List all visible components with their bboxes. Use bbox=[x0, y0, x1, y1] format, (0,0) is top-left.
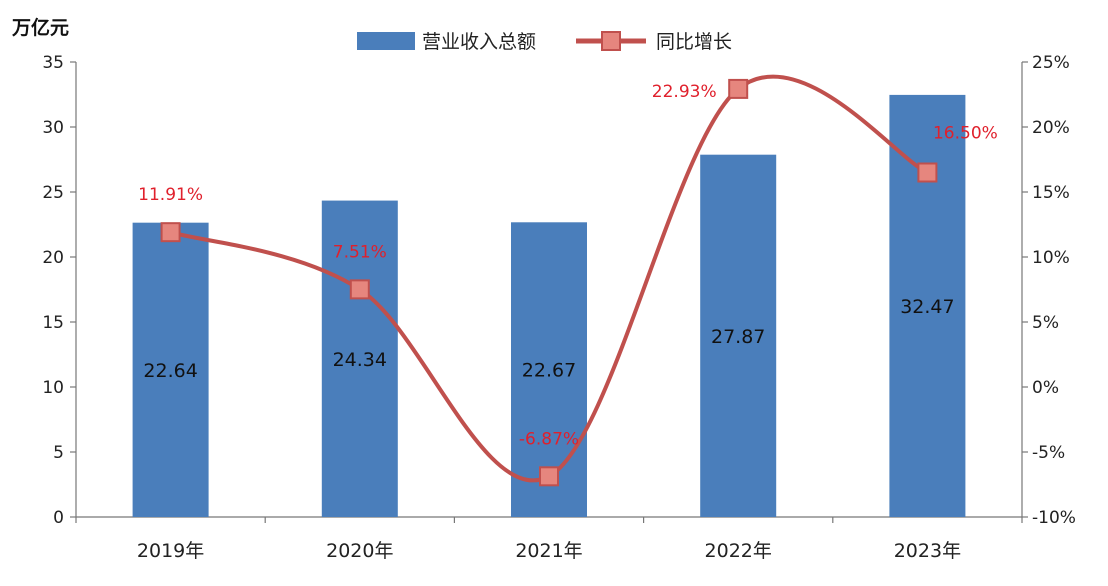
bar-value-label: 22.67 bbox=[522, 360, 576, 382]
bar-value-label: 27.87 bbox=[711, 326, 765, 348]
y-right-tick-label: 20% bbox=[1032, 118, 1070, 138]
growth-value-label: 7.51% bbox=[333, 242, 387, 262]
y-right-tick-label: -10% bbox=[1032, 508, 1076, 528]
y-right-tick-label: 5% bbox=[1032, 313, 1059, 333]
growth-line bbox=[170, 74, 929, 483]
y-left-tick-label: 35 bbox=[42, 53, 64, 73]
growth-value-label: 16.50% bbox=[933, 124, 998, 144]
y-right-tick-label: 10% bbox=[1032, 248, 1070, 268]
legend-label-growth: 同比增长 bbox=[656, 31, 732, 53]
legend-marker-square bbox=[601, 31, 621, 51]
y-left-tick-label: 30 bbox=[42, 118, 64, 138]
y-right-tick-label: 0% bbox=[1032, 378, 1059, 398]
legend: 营业收入总额 同比增长 bbox=[357, 31, 732, 53]
y-left-tick-label: 25 bbox=[42, 183, 64, 203]
legend-swatch-bar bbox=[357, 32, 415, 50]
bar-value-label: 24.34 bbox=[333, 349, 387, 371]
y-left-tick-label: 0 bbox=[53, 508, 64, 528]
y-right-tick-label: 15% bbox=[1032, 183, 1070, 203]
bar-value-label: 22.64 bbox=[143, 360, 197, 382]
line-point-marker bbox=[728, 78, 749, 99]
y-right-tick-label: -5% bbox=[1032, 443, 1065, 463]
line-point-marker bbox=[917, 162, 938, 183]
data-labels: 22.64 24.34 22.67 27.87 32.47 11.91% 7.51% -6.8… bbox=[138, 82, 998, 449]
line-point-marker bbox=[160, 222, 181, 243]
y-right-tick-label: 25% bbox=[1032, 53, 1070, 73]
x-tick-label: 2019年 bbox=[137, 540, 204, 562]
x-tick-label: 2020年 bbox=[326, 540, 393, 562]
growth-value-label: -6.87% bbox=[519, 429, 579, 449]
y-left-tick-label: 5 bbox=[53, 443, 64, 463]
bar bbox=[132, 222, 209, 517]
bar bbox=[700, 154, 777, 517]
axes: 0 5 10 15 20 25 30 35 -10% -5% 0% 5% 10% 15% 20% 25% 201… bbox=[42, 53, 1076, 562]
line-point-marker bbox=[539, 466, 559, 487]
bar-series bbox=[132, 94, 966, 518]
bar bbox=[321, 200, 398, 517]
x-tick-label: 2022年 bbox=[705, 540, 772, 562]
line-series bbox=[160, 74, 938, 487]
y-left-tick-label: 20 bbox=[42, 248, 64, 268]
growth-value-label: 22.93% bbox=[652, 82, 717, 102]
growth-value-label: 11.91% bbox=[138, 185, 203, 205]
y-left-tick-label: 15 bbox=[42, 313, 64, 333]
legend-label-revenue: 营业收入总额 bbox=[422, 31, 536, 53]
x-tick-label: 2023年 bbox=[894, 540, 961, 562]
bar-value-label: 32.47 bbox=[900, 296, 954, 318]
y-axis-unit-label: 万亿元 bbox=[11, 16, 69, 39]
y-left-tick-label: 10 bbox=[42, 378, 64, 398]
x-tick-label: 2021年 bbox=[515, 540, 582, 562]
line-point-marker bbox=[349, 279, 370, 300]
